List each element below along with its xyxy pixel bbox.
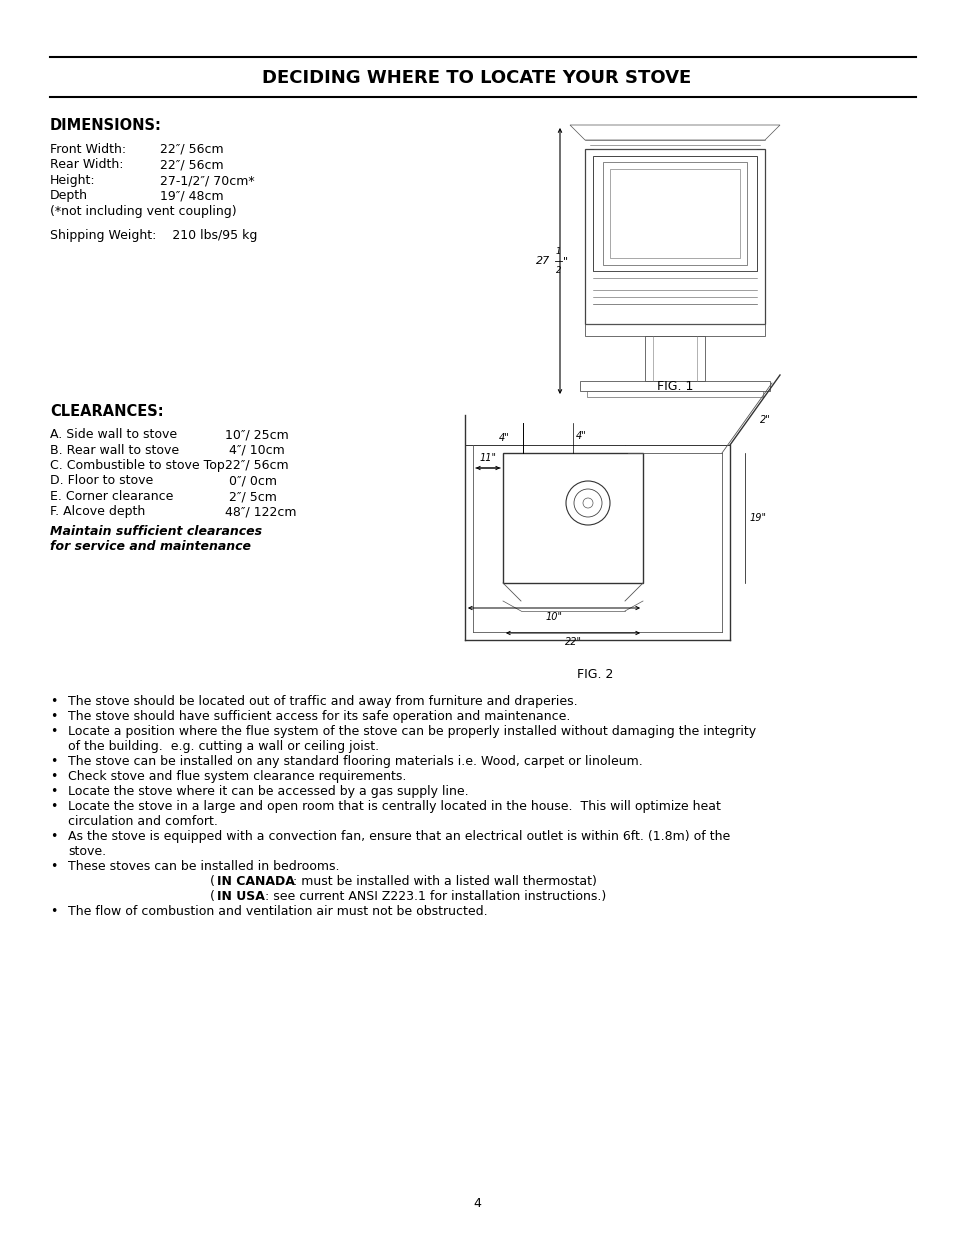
Bar: [644, 336, 704, 382]
Text: Check stove and flue system clearance requirements.: Check stove and flue system clearance re…: [68, 769, 406, 783]
Bar: [602, 162, 746, 266]
Text: (: (: [210, 876, 214, 888]
Bar: [579, 382, 769, 391]
Text: for service and maintenance: for service and maintenance: [50, 540, 251, 553]
Text: Shipping Weight:    210 lbs/95 kg: Shipping Weight: 210 lbs/95 kg: [50, 228, 257, 242]
Text: FIG. 2: FIG. 2: [577, 668, 613, 680]
Text: A. Side wall to stove: A. Side wall to stove: [50, 429, 177, 441]
Text: •: •: [50, 710, 57, 722]
Text: These stoves can be installed in bedrooms.: These stoves can be installed in bedroom…: [68, 860, 339, 873]
Text: stove.: stove.: [68, 845, 106, 858]
Text: •: •: [50, 695, 57, 708]
Text: IN CANADA: IN CANADA: [216, 876, 294, 888]
Text: D. Floor to stove: D. Floor to stove: [50, 474, 153, 488]
Text: (*not including vent coupling): (*not including vent coupling): [50, 205, 236, 219]
Text: Front Width:: Front Width:: [50, 143, 126, 156]
Text: Rear Width:: Rear Width:: [50, 158, 123, 172]
Text: The stove should be located out of traffic and away from furniture and draperies: The stove should be located out of traff…: [68, 695, 577, 708]
Text: Locate the stove where it can be accessed by a gas supply line.: Locate the stove where it can be accesse…: [68, 785, 468, 798]
Text: 27-1/2″/ 70cm*: 27-1/2″/ 70cm*: [160, 174, 254, 186]
Text: FIG. 1: FIG. 1: [656, 380, 693, 393]
Text: •: •: [50, 755, 57, 768]
Text: DECIDING WHERE TO LOCATE YOUR STOVE: DECIDING WHERE TO LOCATE YOUR STOVE: [262, 69, 691, 86]
Text: IN USA: IN USA: [216, 890, 265, 903]
Text: 2″/ 5cm: 2″/ 5cm: [225, 490, 276, 503]
Text: 10": 10": [545, 613, 562, 622]
Text: 4: 4: [473, 1197, 480, 1210]
Text: 19″/ 48cm: 19″/ 48cm: [160, 189, 223, 203]
Text: Locate a position where the flue system of the stove can be properly installed w: Locate a position where the flue system …: [68, 725, 756, 739]
Text: •: •: [50, 769, 57, 783]
Bar: [586, 391, 762, 396]
Text: ": ": [562, 256, 568, 266]
Text: •: •: [50, 725, 57, 739]
Text: 4": 4": [498, 433, 510, 443]
Text: 22″/ 56cm: 22″/ 56cm: [160, 158, 223, 172]
Text: (: (: [210, 890, 214, 903]
Text: 19": 19": [749, 513, 766, 522]
Text: B. Rear wall to stove: B. Rear wall to stove: [50, 443, 179, 457]
Text: Height:: Height:: [50, 174, 95, 186]
Text: •: •: [50, 905, 57, 918]
Text: •: •: [50, 830, 57, 844]
Text: •: •: [50, 800, 57, 813]
Text: The stove can be installed on any standard flooring materials i.e. Wood, carpet : The stove can be installed on any standa…: [68, 755, 642, 768]
Bar: [593, 156, 757, 270]
Text: 1: 1: [556, 247, 560, 256]
Text: 48″/ 122cm: 48″/ 122cm: [225, 505, 296, 519]
Text: •: •: [50, 785, 57, 798]
Text: •: •: [50, 860, 57, 873]
Text: 2: 2: [556, 266, 560, 275]
Text: CLEARANCES:: CLEARANCES:: [50, 404, 164, 419]
Text: 10″/ 25cm: 10″/ 25cm: [225, 429, 289, 441]
Text: E. Corner clearance: E. Corner clearance: [50, 490, 173, 503]
Text: 22″/ 56cm: 22″/ 56cm: [225, 459, 289, 472]
Text: Locate the stove in a large and open room that is centrally located in the house: Locate the stove in a large and open roo…: [68, 800, 720, 813]
Text: The stove should have sufficient access for its safe operation and maintenance.: The stove should have sufficient access …: [68, 710, 570, 722]
Text: of the building.  e.g. cutting a wall or ceiling joist.: of the building. e.g. cutting a wall or …: [68, 740, 378, 753]
Text: Depth: Depth: [50, 189, 88, 203]
Text: 22": 22": [564, 637, 581, 647]
Text: : must be installed with a listed wall thermostat): : must be installed with a listed wall t…: [293, 876, 597, 888]
Bar: [584, 324, 764, 336]
Text: 0″/ 0cm: 0″/ 0cm: [225, 474, 276, 488]
Bar: [584, 149, 764, 324]
Text: C. Combustible to stove Top: C. Combustible to stove Top: [50, 459, 225, 472]
Text: DIMENSIONS:: DIMENSIONS:: [50, 119, 162, 133]
Bar: [609, 169, 740, 258]
Text: F. Alcove depth: F. Alcove depth: [50, 505, 145, 519]
Text: 2": 2": [760, 415, 770, 425]
Text: 11": 11": [479, 453, 496, 463]
Text: Maintain sufficient clearances: Maintain sufficient clearances: [50, 525, 262, 538]
Text: 27: 27: [536, 256, 550, 266]
Text: 22″/ 56cm: 22″/ 56cm: [160, 143, 223, 156]
Bar: [502, 453, 642, 583]
Text: As the stove is equipped with a convection fan, ensure that an electrical outlet: As the stove is equipped with a convecti…: [68, 830, 729, 844]
Text: 4″/ 10cm: 4″/ 10cm: [225, 443, 284, 457]
Text: : see current ANSI Z223.1 for installation instructions.): : see current ANSI Z223.1 for installati…: [265, 890, 605, 903]
Text: The flow of combustion and ventilation air must not be obstructed.: The flow of combustion and ventilation a…: [68, 905, 487, 918]
Text: circulation and comfort.: circulation and comfort.: [68, 815, 217, 827]
Text: 4": 4": [576, 431, 586, 441]
